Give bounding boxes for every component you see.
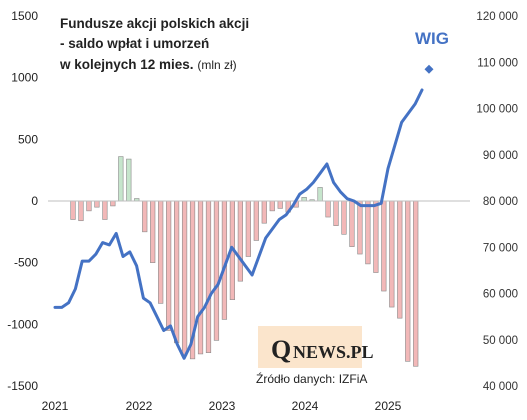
right-tick-label: 50 000: [483, 335, 518, 347]
wig-line: [53, 88, 424, 360]
logo-initial: Q: [271, 335, 291, 364]
left-tick-label: 1000: [11, 71, 38, 85]
flow-bar: [237, 200, 243, 282]
flow-bar: [166, 200, 172, 331]
left-tick-label: -500: [14, 256, 38, 270]
right-tick-label: 70 000: [483, 242, 518, 254]
flow-bars: [70, 156, 419, 367]
flow-bar: [205, 200, 212, 353]
flow-bar: [277, 200, 283, 209]
flow-bar: [397, 200, 403, 319]
right-tick-label: 110 000: [477, 57, 518, 69]
left-tick-label: -1000: [7, 317, 38, 331]
chart-title: Fundusze akcji polskich akcji - saldo wp…: [59, 16, 249, 72]
flow-bar: [373, 200, 379, 273]
title-line-2: - saldo wpłat i umorzeń: [60, 36, 209, 51]
wig-last-marker: [424, 64, 434, 74]
flow-bar: [325, 200, 331, 218]
left-tick-label: 1500: [11, 9, 38, 23]
right-tick-label: 100 000: [476, 104, 518, 116]
x-tick-label: 2024: [292, 399, 319, 413]
title-line-3: w kolejnych 12 mies. (mln zł): [59, 57, 237, 72]
flow-bar: [317, 187, 323, 202]
flow-bar: [341, 200, 347, 235]
right-tick-label: 80 000: [483, 196, 518, 208]
left-tick-label: 500: [18, 132, 38, 146]
flow-bar: [357, 200, 363, 255]
flow-bar: [142, 200, 148, 233]
x-tick-label: 2022: [126, 399, 153, 413]
flow-bar: [389, 200, 395, 308]
x-tick-label: 2025: [375, 399, 402, 413]
qnews-logo: Q NEWS.PL: [258, 326, 374, 368]
x-tick-label: 2021: [42, 399, 69, 413]
flow-bar: [245, 200, 251, 257]
flow-bar: [365, 200, 371, 265]
logo-text: NEWS.PL: [293, 342, 374, 362]
flow-bar: [118, 156, 124, 202]
title-line-1: Fundusze akcji polskich akcji: [60, 16, 249, 31]
left-tick-label: -1500: [7, 379, 38, 393]
logo-background: [258, 326, 362, 368]
right-tick-label: 90 000: [483, 150, 518, 162]
flow-bar: [381, 200, 387, 292]
flow-bar: [213, 200, 220, 341]
right-tick-label: 60 000: [483, 289, 518, 301]
flow-bar: [349, 200, 355, 247]
flow-bar: [413, 200, 419, 367]
flow-bar: [150, 200, 156, 263]
right-axis-ticks: 120 000 110 000 100 000 90 000 80 000 70 000 6…: [476, 11, 518, 393]
left-axis-ticks: 1500 1000 500 0 -500 -1000 -1500: [7, 9, 38, 393]
flow-bar: [301, 197, 307, 202]
flow-bar: [158, 200, 164, 304]
title-unit: (mln zł): [197, 58, 236, 72]
x-axis-ticks: 2021 2022 2023 2024 2025: [42, 399, 402, 413]
x-tick-label: 2023: [209, 399, 236, 413]
wig-series-label: WIG: [415, 29, 449, 48]
left-tick-label: 0: [31, 194, 38, 208]
flow-bar: [94, 200, 100, 208]
flow-bar: [126, 158, 132, 202]
flow-bar: [70, 200, 76, 220]
source-label: Źródło danych: IZFiA: [256, 371, 367, 386]
flow-bar: [333, 200, 339, 226]
flow-bar: [253, 200, 259, 241]
flow-bar: [110, 200, 116, 207]
right-tick-label: 40 000: [483, 381, 518, 393]
flow-bar: [86, 200, 92, 212]
flow-bar: [174, 200, 180, 344]
flow-bar: [405, 200, 411, 362]
flow-bar: [197, 200, 204, 355]
flow-bar: [78, 200, 84, 222]
flow-bar: [102, 200, 108, 220]
flow-bar: [261, 200, 267, 224]
flow-bar: [181, 200, 188, 356]
flow-bar: [269, 200, 275, 212]
right-tick-label: 120 000: [476, 11, 518, 23]
title-line-3-text: w kolejnych 12 mies.: [59, 57, 194, 72]
